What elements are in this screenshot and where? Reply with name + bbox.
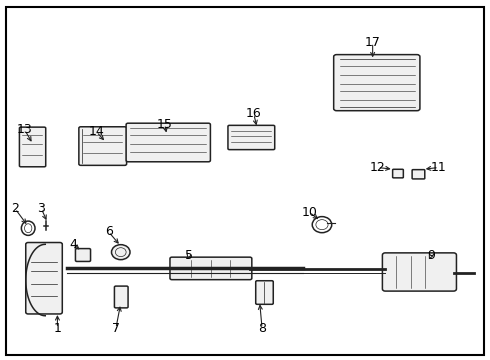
- Text: 3: 3: [37, 202, 45, 215]
- FancyBboxPatch shape: [256, 281, 273, 304]
- Text: 15: 15: [157, 118, 172, 131]
- Text: 8: 8: [258, 322, 266, 335]
- Text: 1: 1: [53, 322, 61, 335]
- Text: 5: 5: [185, 248, 193, 261]
- Text: 11: 11: [431, 161, 447, 174]
- Text: 16: 16: [246, 107, 262, 120]
- FancyBboxPatch shape: [382, 253, 457, 291]
- FancyBboxPatch shape: [334, 55, 420, 111]
- FancyBboxPatch shape: [26, 243, 62, 314]
- Text: 14: 14: [89, 125, 104, 138]
- Text: 17: 17: [365, 36, 381, 49]
- FancyBboxPatch shape: [228, 125, 275, 150]
- Text: 12: 12: [369, 161, 386, 174]
- FancyBboxPatch shape: [20, 127, 46, 167]
- FancyBboxPatch shape: [79, 127, 126, 165]
- FancyBboxPatch shape: [170, 257, 252, 280]
- Text: 7: 7: [112, 322, 120, 335]
- FancyBboxPatch shape: [126, 123, 210, 162]
- FancyBboxPatch shape: [115, 286, 128, 308]
- FancyBboxPatch shape: [412, 170, 425, 179]
- Ellipse shape: [112, 245, 130, 260]
- Text: 13: 13: [17, 123, 33, 136]
- FancyBboxPatch shape: [392, 169, 403, 178]
- Text: 9: 9: [427, 248, 435, 261]
- Text: 10: 10: [301, 206, 317, 219]
- Text: 6: 6: [105, 225, 113, 238]
- FancyBboxPatch shape: [75, 249, 91, 261]
- Text: 4: 4: [70, 238, 77, 251]
- Text: 2: 2: [11, 202, 19, 215]
